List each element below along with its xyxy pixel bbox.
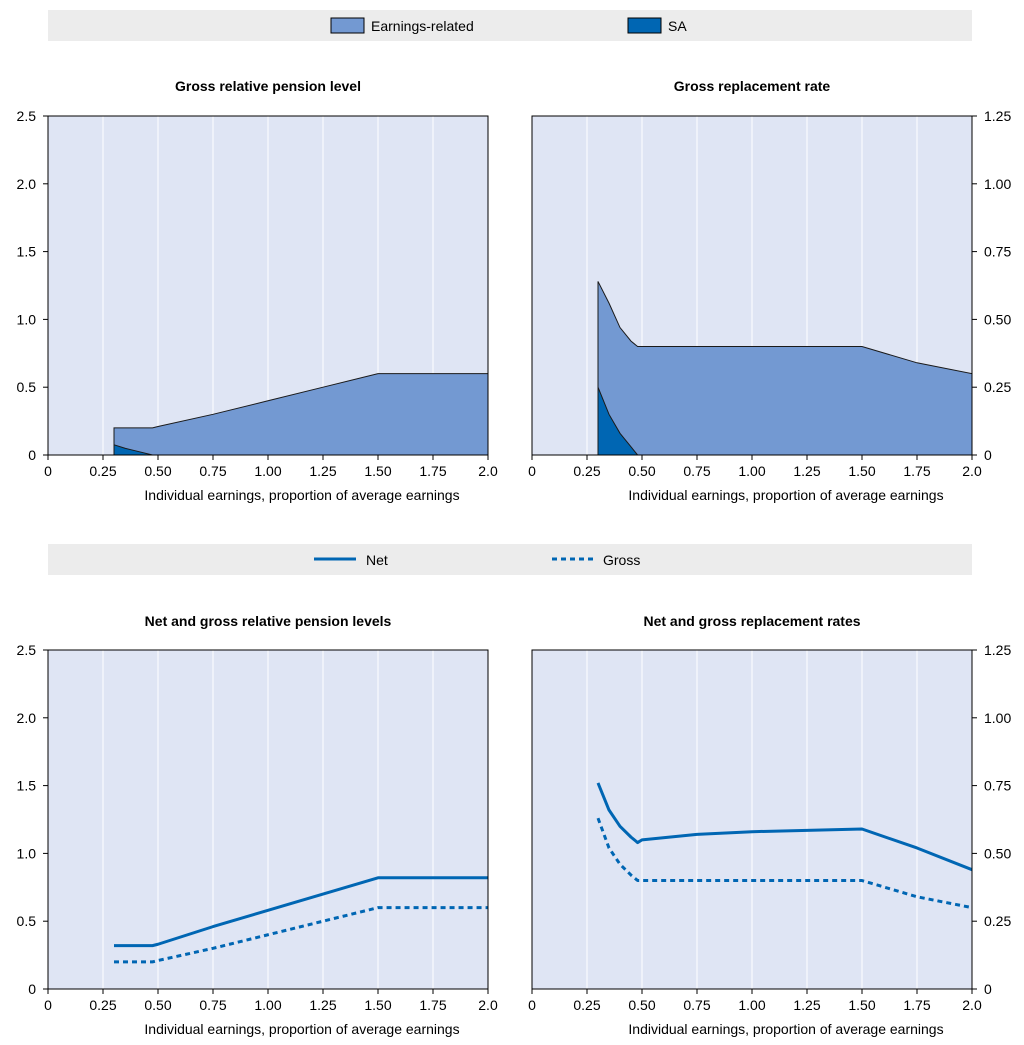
x-tick-label: 1.50 <box>848 463 875 479</box>
x-tick-label: 1.75 <box>903 997 930 1013</box>
legend-top: Earnings-related SA <box>48 10 972 41</box>
y-tick-label: 1.00 <box>984 176 1011 192</box>
x-tick-label: 1.25 <box>793 463 820 479</box>
x-tick-label: 1.00 <box>738 997 765 1013</box>
x-tick-label: 0.50 <box>628 463 655 479</box>
y-tick-label: 1.5 <box>17 244 37 260</box>
x-tick-label: 0.25 <box>89 997 116 1013</box>
x-tick-label: 1.00 <box>254 997 281 1013</box>
line-net <box>114 876 488 948</box>
legend-item-gross: Gross <box>552 552 640 568</box>
y-tick-label: 2.5 <box>17 108 37 124</box>
legend-item-net: Net <box>314 552 388 568</box>
x-tick-label: 1.25 <box>793 997 820 1013</box>
x-axis-label: Individual earnings, proportion of avera… <box>628 487 943 503</box>
legend-swatch-sa <box>627 17 662 34</box>
chart-title: Net and gross replacement rates <box>643 613 860 629</box>
y-tick-label: 2.5 <box>17 642 37 658</box>
x-axis-label: Individual earnings, proportion of avera… <box>144 1021 459 1037</box>
chart-net-gross-relative-pension-levels: Net and gross relative pension levels 0 0.… <box>17 613 498 1037</box>
chart-net-gross-replacement-rates: Net and gross replacement rates 0 0.25 0.50… <box>528 613 1011 1037</box>
x-tick-label: 1.25 <box>309 463 336 479</box>
legend-label-earnings-related: Earnings-related <box>371 18 474 34</box>
x-tick-label: 2.0 <box>962 997 982 1013</box>
y-tick-label: 0.50 <box>984 845 1011 861</box>
y-tick-label: 2.0 <box>17 176 37 192</box>
x-tick-label: 1.00 <box>254 463 281 479</box>
line-gross <box>114 906 488 964</box>
y-tick-label: 2.0 <box>17 710 37 726</box>
line-gross <box>596 817 973 910</box>
legend-item-earnings-related: Earnings-related <box>330 17 474 34</box>
x-tick-label: 0.25 <box>573 463 600 479</box>
y-tick-label: 0.5 <box>17 379 37 395</box>
y-tick-label: 1.0 <box>17 845 37 861</box>
x-tick-label: 0.75 <box>199 997 226 1013</box>
y-tick-label: 0 <box>984 447 992 463</box>
x-tick-label: 0.25 <box>89 463 116 479</box>
x-axis-label: Individual earnings, proportion of avera… <box>144 487 459 503</box>
y-tick-label: 1.00 <box>984 710 1011 726</box>
x-tick-label: 0.25 <box>573 997 600 1013</box>
x-tick-label: 2.0 <box>478 463 498 479</box>
chart-title: Gross relative pension level <box>175 78 361 94</box>
y-tick-label: 0.25 <box>984 379 1011 395</box>
x-tick-label: 1.50 <box>848 997 875 1013</box>
x-tick-label: 1.00 <box>738 463 765 479</box>
y-tick-label: 0.25 <box>984 913 1011 929</box>
legend-bottom: Net Gross <box>48 544 972 575</box>
y-tick-label: 0.75 <box>984 244 1011 260</box>
x-tick-label: 1.75 <box>419 463 446 479</box>
legend-label-net: Net <box>366 552 388 568</box>
x-tick-label: 2.0 <box>962 463 982 479</box>
legend-label-gross: Gross <box>603 552 640 568</box>
y-tick-label: 0.75 <box>984 778 1011 794</box>
x-tick-label: 0.50 <box>144 997 171 1013</box>
y-tick-label: 0.5 <box>17 913 37 929</box>
x-tick-label: 0.75 <box>683 463 710 479</box>
legend-label-sa: SA <box>668 18 687 34</box>
y-tick-label: 0.50 <box>984 311 1011 327</box>
x-tick-label: 0.50 <box>628 997 655 1013</box>
x-tick-label: 1.50 <box>364 997 391 1013</box>
x-tick-label: 0 <box>528 997 536 1013</box>
y-tick-label: 0 <box>28 981 36 997</box>
area-earnings-related <box>113 373 489 456</box>
legend-bottom-background <box>48 544 972 575</box>
line-net <box>596 782 973 872</box>
y-tick-label: 1.0 <box>17 311 37 327</box>
y-tick-label: 0 <box>984 981 992 997</box>
x-tick-label: 0 <box>44 997 52 1013</box>
y-tick-label: 1.25 <box>984 108 1011 124</box>
x-tick-label: 0 <box>44 463 52 479</box>
chart-title: Net and gross relative pension levels <box>145 613 392 629</box>
x-tick-label: 0 <box>528 463 536 479</box>
y-tick-label: 1.25 <box>984 642 1011 658</box>
chart-title: Gross replacement rate <box>674 78 831 94</box>
y-tick-label: 0 <box>28 447 36 463</box>
x-tick-label: 1.75 <box>419 997 446 1013</box>
legend-item-sa: SA <box>627 17 687 34</box>
legend-top-background <box>48 10 972 41</box>
x-tick-label: 0.50 <box>144 463 171 479</box>
x-tick-label: 1.50 <box>364 463 391 479</box>
x-tick-label: 2.0 <box>478 997 498 1013</box>
y-tick-label: 1.5 <box>17 778 37 794</box>
x-tick-label: 1.75 <box>903 463 930 479</box>
x-tick-label: 1.25 <box>309 997 336 1013</box>
chart-gross-replacement-rate: Gross replacement rate 0 0.25 0.50 0.75 1.00 1… <box>528 78 1011 503</box>
x-axis-label: Individual earnings, proportion of avera… <box>628 1021 943 1037</box>
x-tick-label: 0.75 <box>199 463 226 479</box>
legend-swatch-earnings-related <box>330 17 365 34</box>
x-tick-label: 0.75 <box>683 997 710 1013</box>
